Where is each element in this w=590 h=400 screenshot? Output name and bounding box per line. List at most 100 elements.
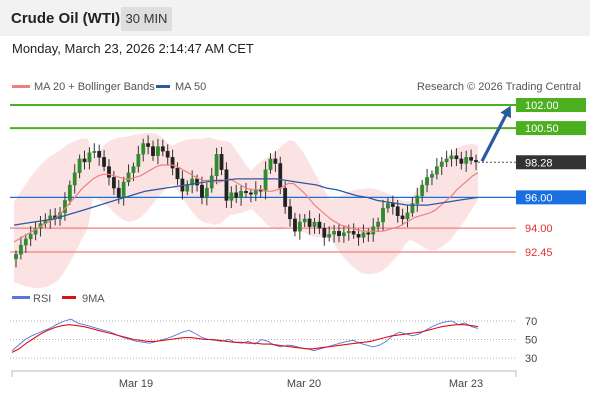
candle-body xyxy=(18,244,23,255)
candle-body xyxy=(288,206,292,220)
candle-body xyxy=(386,203,390,209)
candle xyxy=(474,154,478,171)
rsi-tick-50: 50 xyxy=(525,335,537,347)
candle-body xyxy=(116,187,121,198)
candle xyxy=(67,180,72,206)
candle xyxy=(23,233,28,253)
level-98-28-box xyxy=(516,155,586,170)
candle xyxy=(82,150,87,170)
rsi-series-9ma xyxy=(11,324,479,353)
candle xyxy=(219,146,224,176)
candle xyxy=(126,164,131,187)
candle-body xyxy=(33,227,38,235)
candle-body xyxy=(302,218,307,223)
candle-body xyxy=(195,178,199,186)
candle xyxy=(107,159,111,186)
candle-body xyxy=(263,169,268,192)
candle-body xyxy=(454,155,459,160)
candle-body xyxy=(268,158,273,170)
level-102-00-box xyxy=(516,98,586,112)
candle-body xyxy=(371,226,376,235)
candle-body xyxy=(253,189,258,195)
candle xyxy=(386,197,390,213)
candle xyxy=(14,250,18,268)
candle xyxy=(77,154,82,179)
x-tick-mar23: Mar 23 xyxy=(449,378,483,390)
candle xyxy=(410,197,415,217)
candle xyxy=(141,138,146,162)
candle-body xyxy=(224,169,229,201)
candle-body xyxy=(185,184,190,192)
candle xyxy=(351,223,356,239)
candle xyxy=(302,214,307,228)
candle-body xyxy=(430,174,434,178)
candle xyxy=(322,222,327,246)
candle xyxy=(268,153,273,174)
candle-body xyxy=(356,234,361,238)
candle xyxy=(420,179,425,202)
candle-body xyxy=(160,146,165,152)
candle xyxy=(439,156,444,176)
candle xyxy=(283,181,288,214)
candle xyxy=(160,139,165,157)
candle-body xyxy=(312,221,317,227)
candle-body xyxy=(351,231,356,235)
candle xyxy=(248,188,253,203)
level-100-50-box xyxy=(516,121,586,136)
candle xyxy=(371,218,376,242)
candle-body xyxy=(126,172,131,183)
candle xyxy=(214,147,219,185)
candle-body xyxy=(449,155,454,160)
candle xyxy=(297,213,302,240)
candle-body xyxy=(170,157,175,169)
candle-body xyxy=(322,227,327,238)
candle xyxy=(376,217,381,233)
candle xyxy=(165,144,170,166)
candle-body xyxy=(229,192,234,201)
candle-body xyxy=(293,218,297,232)
candle-body xyxy=(444,158,449,163)
candle-body xyxy=(278,163,283,189)
candle-body xyxy=(146,143,151,147)
candle xyxy=(464,150,469,172)
timeframe-button[interactable]: 30 MIN xyxy=(121,7,172,31)
candle-body xyxy=(121,181,126,198)
candle xyxy=(307,210,312,235)
candle-body xyxy=(434,166,439,175)
rsi-tick-30: 30 xyxy=(525,353,537,365)
candle xyxy=(136,145,141,173)
candle-body xyxy=(77,158,82,173)
candle xyxy=(332,224,336,243)
rsi-panel: 70 50 30 xyxy=(10,316,537,365)
candle xyxy=(111,171,116,195)
candle-body xyxy=(156,146,160,156)
candle xyxy=(18,236,23,260)
candle-body xyxy=(376,221,381,227)
candle xyxy=(405,205,410,228)
candle xyxy=(229,186,234,208)
candle-body xyxy=(67,184,72,201)
candle-body xyxy=(390,203,395,207)
candle-body xyxy=(190,178,195,186)
candle xyxy=(92,143,97,159)
candle-body xyxy=(410,203,415,213)
projection-arrow-head xyxy=(500,105,512,119)
candle-body xyxy=(248,192,253,195)
candle xyxy=(72,164,77,194)
candle-body xyxy=(464,157,469,164)
x-tick-mar20: Mar 20 xyxy=(287,378,321,390)
level-100-50-label: 100.50 xyxy=(525,123,559,135)
candle-body xyxy=(307,218,312,227)
candle xyxy=(200,176,204,205)
candle-body xyxy=(439,161,444,167)
candle-body xyxy=(469,157,474,161)
moving-average-layer xyxy=(13,164,479,243)
instrument-title: Crude Oil (WTI) xyxy=(11,10,121,27)
candle xyxy=(327,226,332,242)
candle-body xyxy=(381,207,385,223)
candle xyxy=(204,182,209,206)
candle xyxy=(102,150,106,172)
candle xyxy=(234,184,239,203)
candle xyxy=(434,158,439,180)
candle-body xyxy=(23,238,28,246)
